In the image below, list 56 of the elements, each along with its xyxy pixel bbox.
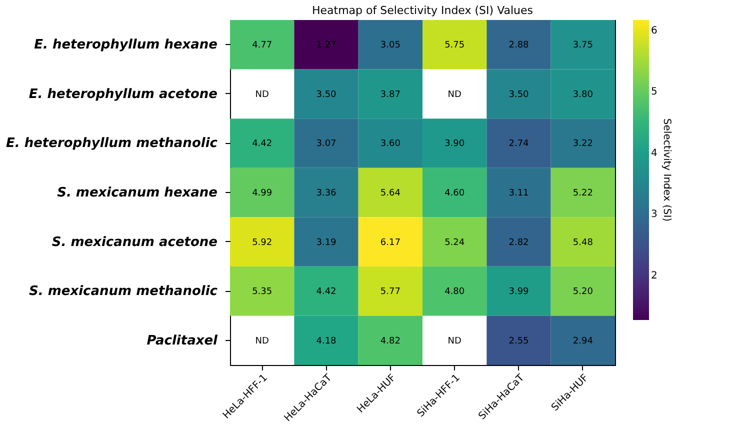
color-bar-label: 2 bbox=[651, 270, 658, 282]
text: ND bbox=[255, 336, 269, 346]
y-tick-label: S. mexicanum hexane bbox=[57, 186, 218, 200]
data-label: 2.82 bbox=[508, 238, 529, 248]
data-label: 5.48 bbox=[572, 238, 594, 248]
data-label: 3.19 bbox=[316, 238, 337, 248]
data-label: 3.80 bbox=[572, 90, 594, 100]
data-label: 3.50 bbox=[316, 90, 337, 100]
data-label: 5.24 bbox=[444, 238, 465, 248]
data-label: 3.22 bbox=[572, 139, 593, 150]
data-label: 3.36 bbox=[316, 188, 337, 198]
data-label: 5.64 bbox=[380, 188, 401, 198]
data-label: 4.77 bbox=[252, 40, 272, 51]
color-bar-label: 3 bbox=[651, 209, 658, 220]
y-tick-label: E. heterophyllum methanolic bbox=[6, 136, 218, 152]
data-label: 3.11 bbox=[508, 188, 529, 198]
data-label: 4.42 bbox=[252, 139, 272, 150]
data-label: 6.17 bbox=[380, 238, 400, 248]
data-label: 3.75 bbox=[572, 40, 593, 51]
y-tick-label: S. mexicanum methanolic bbox=[29, 284, 218, 300]
data-label: 5.92 bbox=[252, 238, 272, 248]
chart-title: Heatmap of Selectivity Index (SI) Values bbox=[312, 4, 534, 17]
data-label: 3.87 bbox=[380, 90, 400, 100]
data-label: 5.75 bbox=[444, 40, 465, 51]
data-label: 4.18 bbox=[316, 336, 337, 346]
data-label: 2.94 bbox=[572, 336, 594, 346]
data-label: 5.22 bbox=[572, 188, 593, 198]
data-label: 4.80 bbox=[444, 287, 465, 298]
y-tick-label: E. heterophyllum acetone bbox=[28, 86, 218, 102]
y-tick-label: S. mexicanum acetone bbox=[52, 234, 218, 250]
y-tick-label: E. heterophyllum hexane bbox=[34, 38, 218, 53]
data-label: 2.55 bbox=[508, 336, 529, 346]
data-label: 4.42 bbox=[316, 287, 336, 298]
data-label: 4.99 bbox=[252, 188, 272, 198]
data-label: 3.90 bbox=[444, 139, 465, 150]
data-label: 3.07 bbox=[316, 139, 336, 150]
color-bar-label: 5 bbox=[651, 86, 658, 98]
text: ND bbox=[448, 90, 462, 100]
text: ND bbox=[255, 90, 269, 100]
data-label: 5.35 bbox=[252, 287, 272, 298]
data-label: 2.74 bbox=[508, 139, 530, 150]
y-tick-label: Paclitaxel bbox=[146, 333, 218, 348]
text: ND bbox=[448, 336, 462, 346]
data-label: 4.82 bbox=[380, 336, 400, 346]
data-label: 2.88 bbox=[508, 40, 530, 51]
color-bar-label: 4 bbox=[651, 148, 658, 159]
color-bar-title: Selectivity Index (SI) bbox=[661, 118, 672, 222]
data-label: 3.99 bbox=[508, 287, 530, 298]
data-label: 3.05 bbox=[380, 40, 400, 51]
data-label: 1.27 bbox=[316, 40, 336, 51]
data-label: 3.50 bbox=[508, 90, 530, 100]
data-label: 4.60 bbox=[444, 188, 465, 198]
color-bar-label: 6 bbox=[651, 25, 658, 36]
data-label: 5.20 bbox=[572, 287, 594, 298]
data-label: 3.60 bbox=[380, 139, 401, 150]
data-label: 5.77 bbox=[380, 287, 400, 298]
